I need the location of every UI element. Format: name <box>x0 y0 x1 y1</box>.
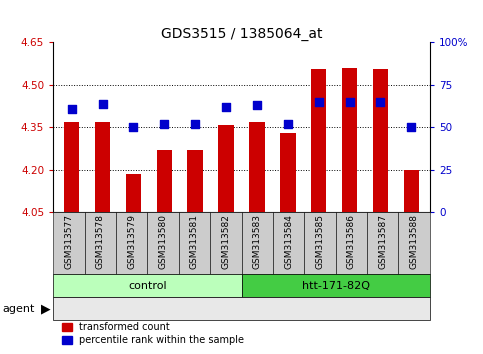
Text: GSM313587: GSM313587 <box>378 214 387 269</box>
Text: GSM313582: GSM313582 <box>221 214 230 269</box>
Point <box>408 125 415 130</box>
Point <box>160 121 168 127</box>
Text: GSM313584: GSM313584 <box>284 214 293 269</box>
Bar <box>64 122 79 212</box>
Bar <box>249 122 265 212</box>
Text: ▶: ▶ <box>41 302 51 315</box>
Bar <box>95 122 110 212</box>
Legend: transformed count, percentile rank within the sample: transformed count, percentile rank withi… <box>58 319 248 349</box>
Point <box>346 99 354 105</box>
Text: GSM313581: GSM313581 <box>190 214 199 269</box>
Point <box>99 101 106 107</box>
Point <box>191 121 199 127</box>
Text: GSM313585: GSM313585 <box>315 214 325 269</box>
Text: GSM313578: GSM313578 <box>96 214 105 269</box>
Text: GSM313586: GSM313586 <box>347 214 356 269</box>
Bar <box>280 133 296 212</box>
Text: agent: agent <box>2 304 35 314</box>
Point <box>315 99 323 105</box>
Text: GSM313583: GSM313583 <box>253 214 262 269</box>
Text: GSM313588: GSM313588 <box>410 214 419 269</box>
Text: GSM313577: GSM313577 <box>64 214 73 269</box>
Point <box>253 103 261 108</box>
Text: htt-171-82Q: htt-171-82Q <box>302 281 369 291</box>
Bar <box>187 150 203 212</box>
Point <box>129 125 137 130</box>
Bar <box>373 69 388 212</box>
Bar <box>342 68 357 212</box>
Point <box>377 99 384 105</box>
Bar <box>311 69 327 212</box>
Bar <box>218 125 234 212</box>
Point <box>68 106 75 112</box>
Bar <box>126 174 141 212</box>
Point <box>222 104 230 110</box>
Bar <box>404 170 419 212</box>
Text: control: control <box>128 281 167 291</box>
Text: GSM313580: GSM313580 <box>158 214 168 269</box>
Title: GDS3515 / 1385064_at: GDS3515 / 1385064_at <box>161 28 322 41</box>
Point <box>284 121 292 127</box>
Bar <box>156 150 172 212</box>
Text: GSM313579: GSM313579 <box>127 214 136 269</box>
